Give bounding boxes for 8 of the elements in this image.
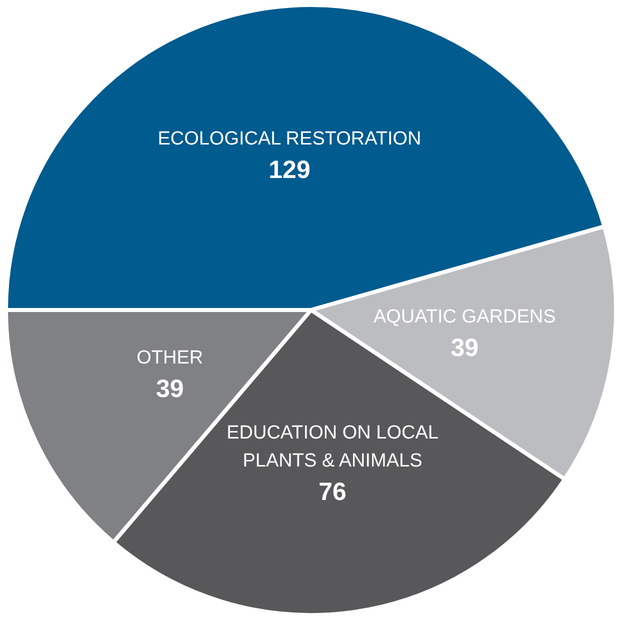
slice-label: ECOLOGICAL RESTORATION bbox=[158, 128, 422, 150]
data-label: 129 bbox=[268, 156, 310, 184]
slice-label: OTHER bbox=[136, 348, 204, 369]
slice-label: EDUCATION ON LOCAL PLANTS & ANIMALS bbox=[226, 422, 438, 472]
data-label: 39 bbox=[156, 375, 184, 404]
data-label: 76 bbox=[318, 478, 346, 506]
data-label: 39 bbox=[450, 334, 479, 362]
slice-label: AQUATIC GARDENS bbox=[373, 306, 556, 328]
